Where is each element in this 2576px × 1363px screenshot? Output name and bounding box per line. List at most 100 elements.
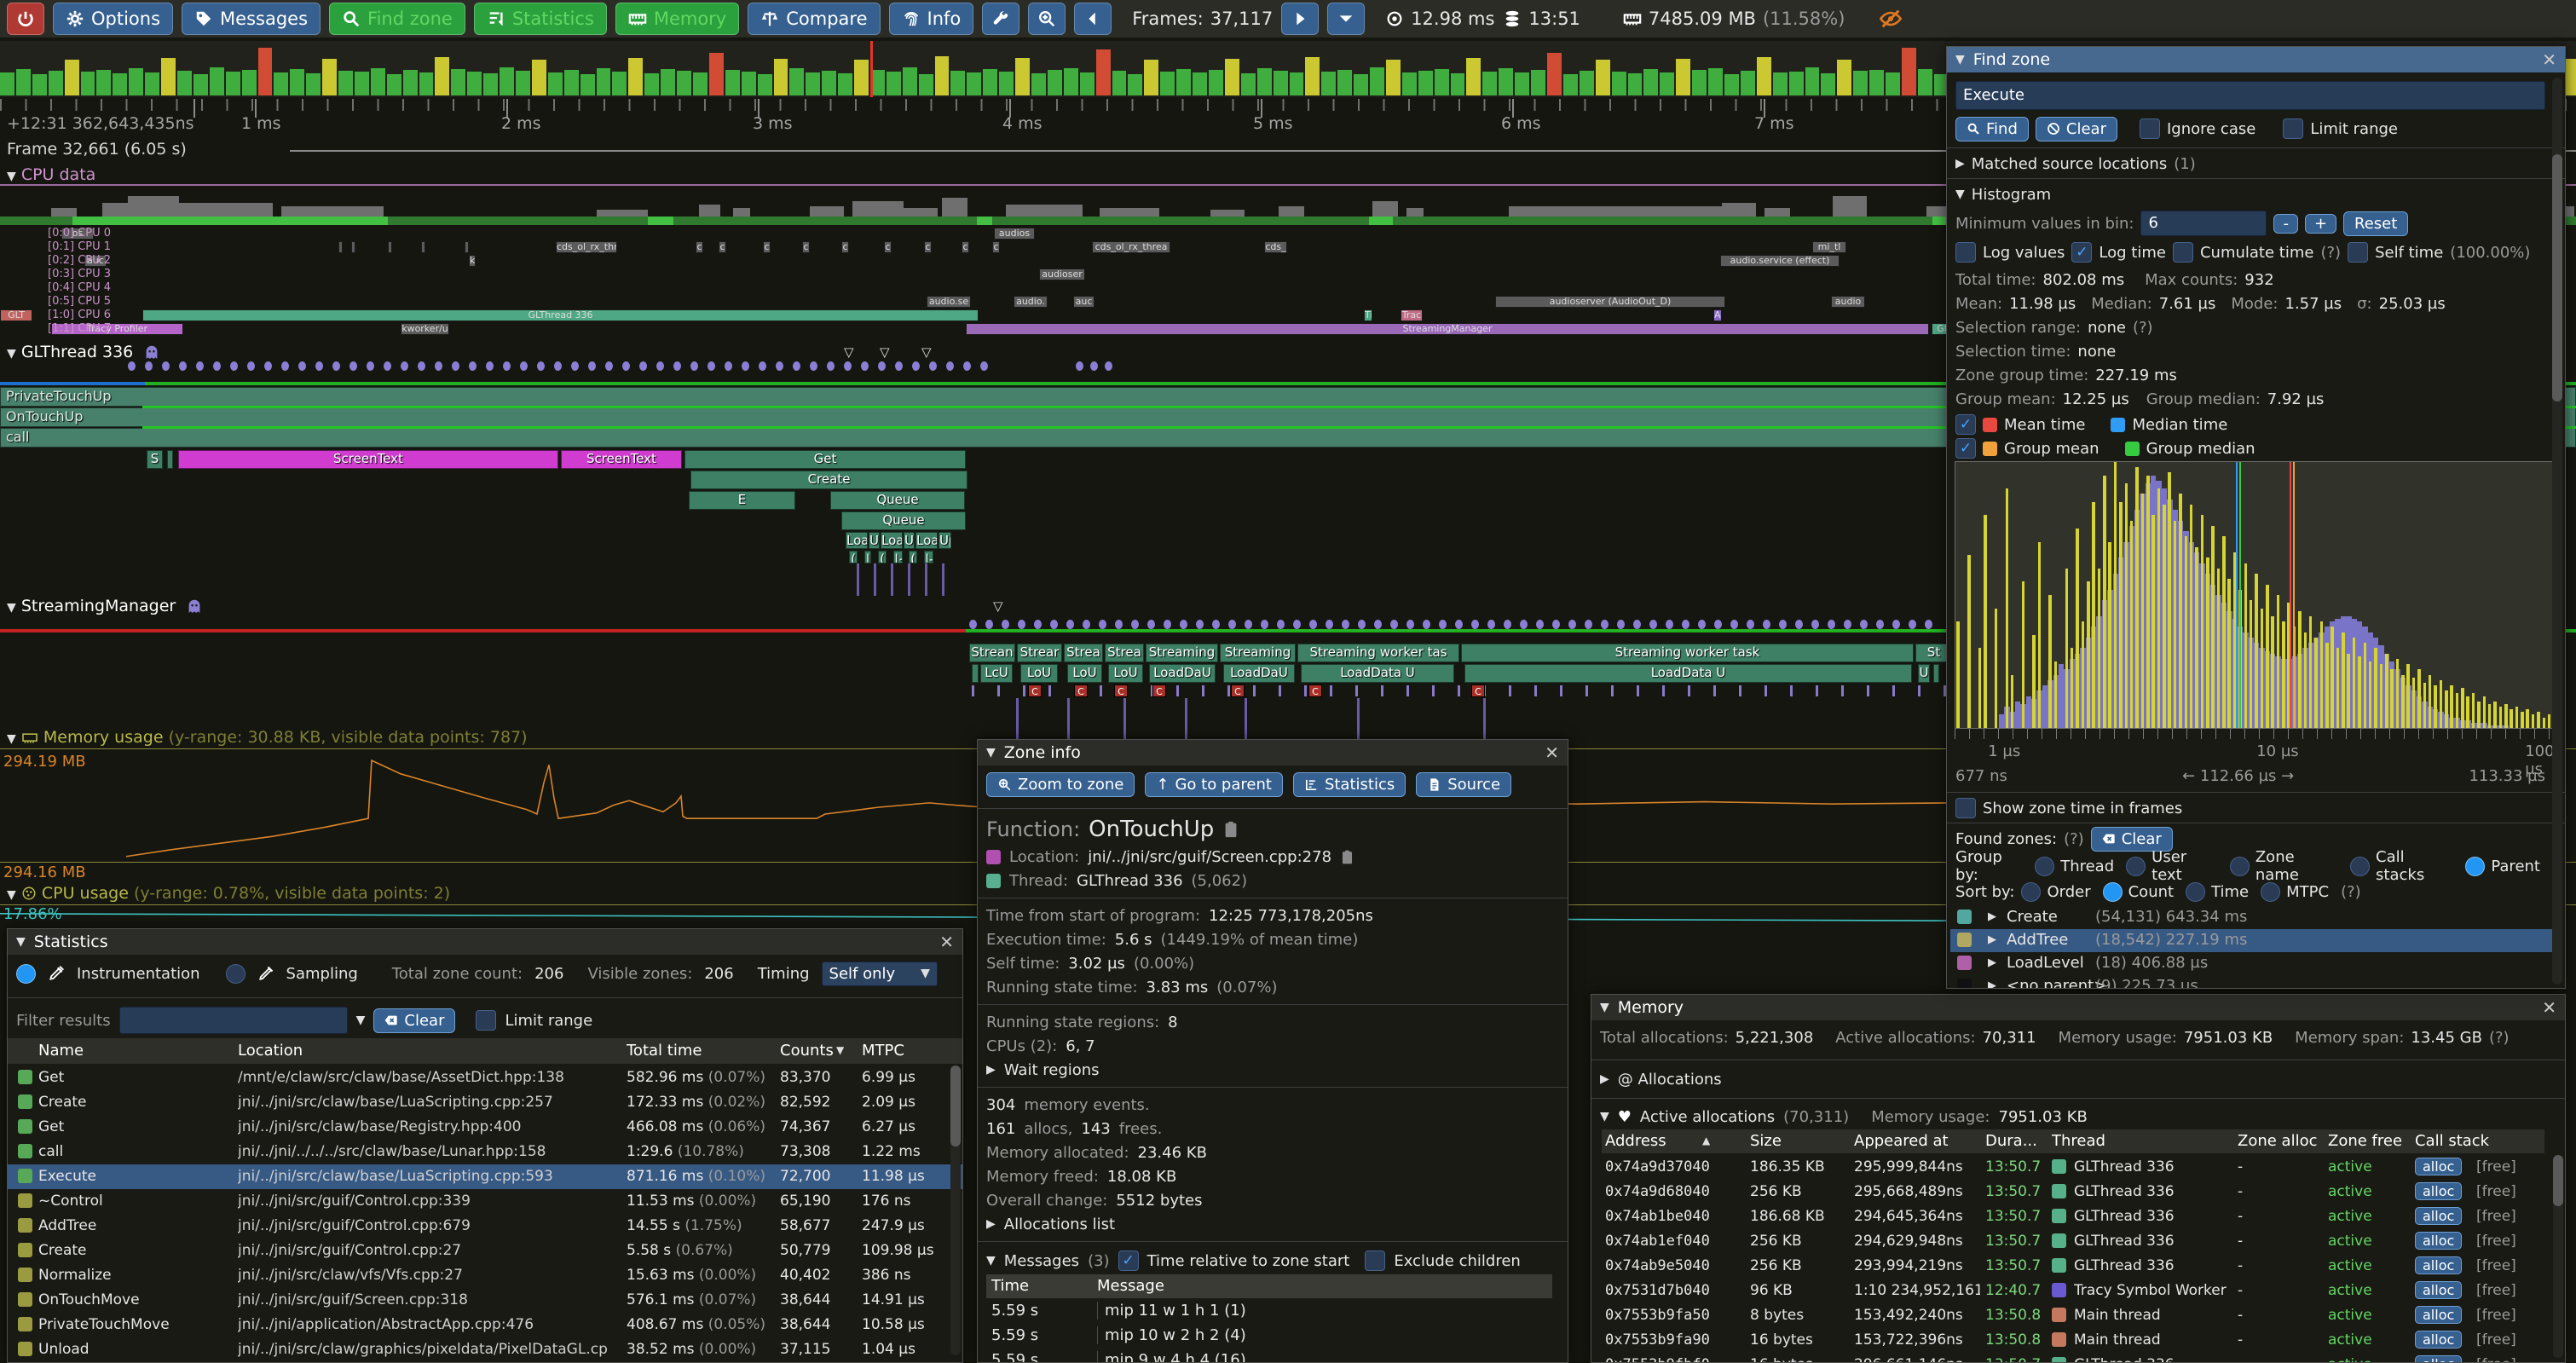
cpu-context-zone[interactable]: c	[763, 241, 771, 253]
sort-by-option[interactable]: Order	[2021, 881, 2091, 902]
collapse-icon[interactable]: ▼	[986, 1254, 996, 1268]
sample-dot[interactable]	[1601, 620, 1609, 629]
cpu-core-row[interactable]: [0:1] CPU 1 cds_ol_rx_thr c c c c c c c c c cds_ol…	[0, 240, 2576, 254]
alloc-callstack-button[interactable]: alloc	[2415, 1331, 2463, 1349]
cpu-context-zone[interactable]: kworker/u	[401, 323, 449, 335]
frame-bar[interactable]	[435, 56, 450, 95]
help-icon[interactable]: (?)	[2064, 829, 2084, 848]
frame-bar[interactable]	[1562, 74, 1578, 95]
alloc-address[interactable]: 0x74ab9e5040	[1605, 1257, 1710, 1274]
allocation-row[interactable]: 0x74ab1be040 186.68 KB 294,645,364ns 13:…	[1602, 1204, 2544, 1229]
active-allocations-label[interactable]: Active allocations	[1639, 1107, 1776, 1126]
sample-dot[interactable]	[1698, 620, 1706, 629]
prev-frame-button[interactable]	[1074, 3, 1112, 35]
clipboard-icon[interactable]	[1222, 820, 1239, 839]
exclude-children-checkbox[interactable]	[1365, 1250, 1386, 1271]
streaming-red-zone[interactable]: C	[1074, 684, 1088, 697]
frame-bar[interactable]	[209, 67, 224, 95]
zone-bar[interactable]: Strean	[969, 644, 1015, 662]
zone-bar[interactable]: LoadData U	[1464, 664, 1912, 683]
glthread-zone-row[interactable]: S ScreenText ScreenText Get	[0, 450, 2576, 469]
frame-bar[interactable]	[80, 72, 95, 95]
frame-bar[interactable]	[934, 55, 950, 95]
alloc-address[interactable]: 0x7553b9fbf0	[1605, 1356, 1710, 1362]
sample-dot[interactable]	[1471, 620, 1479, 629]
sample-dot[interactable]	[128, 361, 136, 371]
histogram-label[interactable]: Histogram	[1971, 185, 2052, 204]
zone-bar[interactable]: (	[849, 551, 858, 563]
frame-bar[interactable]	[1370, 67, 1384, 95]
frame-bar[interactable]	[145, 72, 160, 95]
ghost-icon[interactable]	[188, 598, 201, 614]
clear-filter-button[interactable]: Clear	[373, 1008, 456, 1033]
frame-bar[interactable]	[500, 67, 514, 95]
alloc-thread[interactable]: GLThread 336	[2074, 1257, 2175, 1274]
sample-dot[interactable]	[1617, 620, 1625, 629]
show-zone-time-checkbox[interactable]	[1955, 798, 1976, 818]
cpu-context-zone[interactable]: c	[841, 241, 849, 253]
frame-bar[interactable]	[1128, 74, 1143, 95]
group-by-option[interactable]: User text	[2126, 848, 2218, 884]
sort-by-option[interactable]: Time	[2186, 881, 2249, 902]
frame-bar[interactable]	[338, 71, 353, 95]
streaming-zone-row[interactable]: LcU LoU LoU LoU LoadDaU LoadDaU LoadData U Load…	[0, 664, 2576, 683]
zone-bar[interactable]: |~	[893, 551, 903, 563]
alloc-address[interactable]: 0x74a9d37040	[1605, 1158, 1710, 1175]
scrollbar-thumb[interactable]	[2553, 1155, 2563, 1206]
frame-bar[interactable]	[1660, 72, 1675, 95]
alloc-callstack-button[interactable]: alloc	[2415, 1158, 2463, 1175]
frame-bar[interactable]	[1692, 70, 1707, 95]
streaming-red-zone[interactable]: C	[1114, 684, 1128, 697]
sample-dot[interactable]	[571, 361, 579, 371]
zone-bar[interactable]: Strea	[1064, 644, 1103, 662]
sample-dot[interactable]	[1309, 620, 1317, 629]
frame-bar[interactable]	[0, 72, 14, 95]
frame-bar[interactable]	[1112, 71, 1127, 95]
message-row[interactable]: 5.59 s mip 11 w 1 h 1 (1)	[986, 1298, 1552, 1323]
memory-button[interactable]: Memory	[615, 3, 740, 35]
power-button[interactable]	[7, 3, 44, 35]
cpu-context-zone[interactable]: StreamingManager	[966, 323, 1929, 335]
sample-dot[interactable]	[1390, 620, 1398, 629]
frame-bar[interactable]	[918, 74, 933, 95]
find-zone-button[interactable]: Find zone	[329, 3, 465, 35]
statistics-row[interactable]: Execute jni/../jni/src/claw/base/LuaScri…	[8, 1164, 962, 1189]
sample-dot[interactable]	[452, 361, 459, 371]
message-row[interactable]: 5.59 s mip 10 w 2 h 2 (4)	[986, 1323, 1552, 1348]
clear-button[interactable]: Clear	[2035, 116, 2117, 141]
cpu-context-zone[interactable]: c	[802, 241, 810, 253]
frame-bar[interactable]	[1160, 72, 1175, 95]
frame-bar[interactable]	[1917, 69, 1932, 95]
sample-dot[interactable]	[963, 361, 971, 371]
frame-bar[interactable]	[1047, 70, 1062, 95]
cpu-core-row[interactable]: [0:0] CPU 0 os audios	[0, 227, 2576, 240]
sample-dot[interactable]	[1747, 620, 1754, 629]
streaming-red-zone[interactable]: C	[1152, 684, 1166, 697]
sample-dot[interactable]	[929, 361, 937, 371]
frame-bar[interactable]	[902, 67, 917, 95]
memory-usage-plot[interactable]	[0, 749, 1952, 861]
alloc-appeared[interactable]: 294,645,364ns	[1854, 1208, 1963, 1225]
frame-bar[interactable]	[1595, 59, 1610, 95]
alloc-callstack-button[interactable]: alloc	[2415, 1182, 2463, 1200]
allocation-row[interactable]: 0x74ab1ef040 256 KB 294,629,948ns 13:50.…	[1602, 1229, 2544, 1254]
found-zone-row[interactable]: ▶ LoadLevel (18) 406.88 µs	[1950, 952, 2554, 975]
glthread-zone-row[interactable]: E Queue	[0, 491, 2576, 510]
cpu-core-row[interactable]: [0:4] CPU 4	[0, 281, 2576, 295]
sample-dot[interactable]	[1649, 620, 1657, 629]
zone-bar[interactable]: LoU	[1067, 664, 1102, 683]
glthread-samples[interactable]	[0, 361, 2576, 372]
eye-off-icon[interactable]	[1879, 7, 1903, 31]
sample-dot[interactable]	[725, 361, 732, 371]
sample-dot[interactable]	[1455, 620, 1463, 629]
sample-dot[interactable]	[1066, 620, 1074, 629]
streaming-red-zone[interactable]: C	[1231, 684, 1245, 697]
cpu-context-zone[interactable]: c	[924, 241, 932, 253]
allocation-row[interactable]: 0x7553b9fa90 16 bytes 153,722,396ns 13:5…	[1602, 1328, 2544, 1353]
zone-bar[interactable]: Up	[939, 532, 951, 549]
alloc-callstack-button[interactable]: alloc	[2415, 1306, 2463, 1324]
alloc-thread[interactable]: Main thread	[2074, 1331, 2161, 1349]
statistics-row[interactable]: Unload jni/../jni/src/claw/graphics/pixe…	[8, 1337, 962, 1362]
sample-dot[interactable]	[554, 361, 562, 371]
sample-dot[interactable]	[401, 361, 408, 371]
